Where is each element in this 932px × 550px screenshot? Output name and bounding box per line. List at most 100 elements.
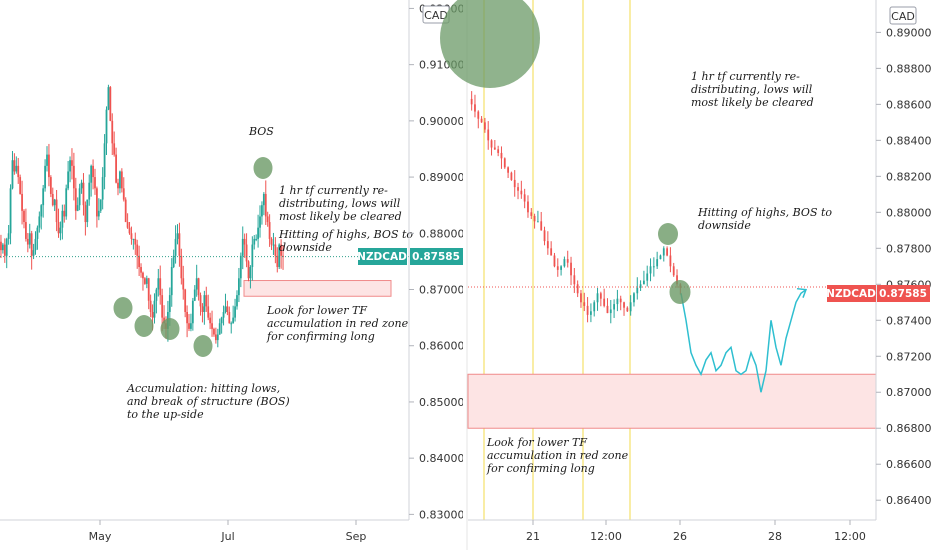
left-candle-body <box>224 306 227 312</box>
right-y-tick-label: 0.87000 <box>886 386 932 399</box>
right-candle-body <box>563 259 566 267</box>
right-candle-body <box>659 255 662 260</box>
left-candle-body <box>214 334 217 341</box>
left-candle-body <box>270 238 273 245</box>
left-candle-body <box>243 238 246 245</box>
left-pane: BOS 1 hr tf currently re-distributing, lo… <box>0 0 465 543</box>
left-candle-body <box>176 233 179 239</box>
left-candle-body <box>255 238 258 240</box>
left-x-tick-label: May <box>89 530 112 543</box>
left-candle-body <box>61 210 64 228</box>
left-candle-body <box>26 238 29 245</box>
right-y-tick-label: 0.88000 <box>886 206 932 219</box>
left-candle-body <box>69 160 71 172</box>
right-candle-body <box>593 302 596 312</box>
left-candle-body <box>28 233 31 245</box>
right-candle-body <box>646 273 649 281</box>
left-candle-body <box>5 238 8 256</box>
left-candle-body <box>234 306 236 318</box>
right-candle-body <box>662 248 665 256</box>
left-candle-body <box>274 244 277 256</box>
right-candle-body <box>507 167 509 173</box>
left-candle-body <box>99 199 102 211</box>
right-candle-body <box>510 172 513 180</box>
left-candle-body <box>238 278 240 296</box>
right-y-tick-label: 0.88600 <box>886 98 932 111</box>
left-candle-body <box>51 193 54 206</box>
left-candle-body <box>120 171 123 189</box>
right-look-lower-text: accumulation in red zone <box>487 449 629 462</box>
left-candle-body <box>239 255 242 279</box>
left-candle-body <box>74 188 77 211</box>
left-y-tick-label: 0.84000 <box>419 452 465 465</box>
left-candle-body <box>128 227 131 234</box>
right-candle-body <box>623 302 625 308</box>
left-circle-marker <box>253 157 273 179</box>
right-y-tick-label: 0.86800 <box>886 422 932 435</box>
left-candle-body <box>48 154 50 178</box>
right-y-tick-label: 0.88200 <box>886 170 932 183</box>
left-look-lower-text: Look for lower TF <box>266 304 367 317</box>
left-candle-body <box>30 233 33 256</box>
right-y-ticks: 0.89000 0.88800 0.88600 0.88400 0.88200 0.880… <box>876 26 932 507</box>
right-candle-body <box>493 147 496 150</box>
left-look-lower-text: for confirming long <box>266 330 375 343</box>
right-x-tick-label: 12:00 <box>834 530 866 543</box>
left-annotations: BOS 1 hr tf currently re-distributing, lo… <box>126 125 413 421</box>
left-candle-body <box>34 238 37 251</box>
right-candle-body <box>590 311 592 315</box>
left-candle-body <box>191 300 194 324</box>
left-candle-body <box>49 177 52 194</box>
left-candle-body <box>119 171 121 189</box>
left-y-tick-label: 0.88000 <box>419 227 465 240</box>
left-candle-body <box>184 289 187 312</box>
left-candle-body <box>190 323 192 329</box>
left-bos-label: BOS <box>248 125 274 138</box>
right-redistributing-text: distributing, lows will <box>691 83 813 96</box>
left-candle-body <box>193 289 196 301</box>
left-redistributing-text: 1 hr tf currently re- <box>279 184 388 197</box>
left-candle-body <box>280 244 283 256</box>
right-x-ticks: 21 12:00 26 28 12:00 <box>526 520 866 543</box>
left-candle-body <box>90 165 93 183</box>
right-candle-body <box>546 241 549 249</box>
right-pane: 1 hr tf currently re-distributing, lows … <box>440 0 932 543</box>
right-y-tick-label: 0.87200 <box>886 350 932 363</box>
right-candle-body <box>583 302 586 306</box>
left-candle-body <box>23 210 25 223</box>
left-candle-body <box>205 295 208 307</box>
right-zone <box>467 373 877 429</box>
left-candle-body <box>178 233 181 256</box>
left-candle-body <box>134 238 137 245</box>
left-candle-body <box>253 238 256 245</box>
left-candle-body <box>159 278 162 296</box>
right-hitting-highs-text: Hitting of highs, BOS to <box>697 206 832 219</box>
left-candle-body <box>94 177 96 189</box>
left-candle-body <box>32 250 35 256</box>
left-candle-body <box>266 216 269 223</box>
right-candle-body <box>599 293 602 299</box>
left-candle-body <box>67 171 70 189</box>
left-candle-body <box>228 312 231 324</box>
left-candle-body <box>122 188 125 200</box>
left-candle-body <box>236 295 238 307</box>
right-candle-body <box>497 149 500 153</box>
left-candle-body <box>140 267 142 273</box>
right-candle-body <box>596 293 599 303</box>
left-candle-body <box>147 278 150 301</box>
right-circle-marker <box>669 280 691 304</box>
right-candle-body <box>500 152 503 159</box>
left-candle-body <box>207 306 210 318</box>
left-y-tick-label: 0.87000 <box>419 284 465 297</box>
left-candle-body <box>201 306 204 312</box>
right-candle-body <box>629 302 632 312</box>
left-candle-body <box>222 312 225 318</box>
left-candle-body <box>262 193 265 206</box>
right-hitting-highs-text: downside <box>698 219 751 232</box>
right-y-tick-label: 0.87400 <box>886 314 932 327</box>
right-candle-body <box>543 230 546 242</box>
left-circle-marker <box>160 318 180 340</box>
right-y-tick-label: 0.88800 <box>886 62 932 75</box>
left-currency-label: CAD <box>424 9 448 22</box>
